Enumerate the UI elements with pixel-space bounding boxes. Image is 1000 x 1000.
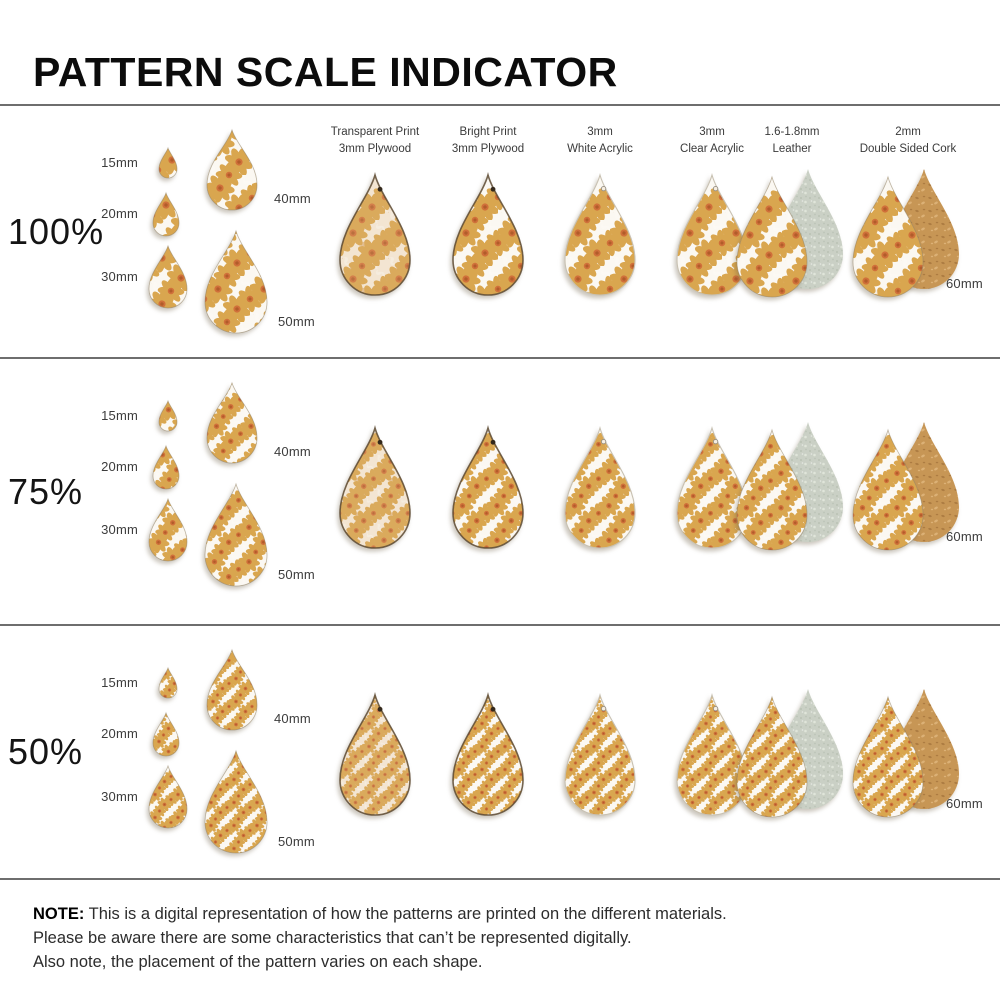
teardrop-15mm — [158, 146, 178, 179]
teardrop-60mm-plywood-bright — [452, 172, 524, 296]
teardrop-60mm-cork-front — [852, 428, 924, 551]
note-line-3: Also note, the placement of the pattern … — [33, 952, 483, 971]
material-header-clear-acrylic: 3mm Clear Acrylic — [680, 126, 744, 155]
size-label-20mm: 20mm — [101, 459, 138, 474]
size-label-60mm: 60mm — [946, 529, 983, 544]
teardrop-60mm-leather-front — [736, 175, 808, 298]
page-title: PATTERN SCALE INDICATOR — [33, 49, 618, 96]
note-line-2: Please be aware there are some character… — [33, 928, 632, 947]
teardrop-60mm-cork-front — [852, 695, 924, 818]
teardrop-60mm-plywood-transparent — [339, 425, 411, 549]
material-header-cork: 2mm Double Sided Cork — [859, 126, 957, 155]
teardrop-60mm-acrylic-white — [564, 172, 636, 296]
size-label-30mm: 30mm — [101, 269, 138, 284]
teardrop-40mm — [206, 128, 258, 211]
teardrop-15mm — [158, 399, 178, 432]
teardrop-30mm — [148, 764, 188, 829]
teardrop-60mm-leather-front — [736, 428, 808, 551]
scale-row-50: 50% 15mm 20mm 30mm 40mm 50mm 60mm — [0, 626, 1000, 878]
size-label-40mm: 40mm — [274, 191, 311, 206]
divider-row1-row2 — [0, 357, 1000, 359]
scale-label-100: 100% — [8, 211, 105, 252]
teardrop-20mm — [152, 711, 180, 757]
size-label-50mm: 50mm — [278, 834, 315, 849]
size-label-20mm: 20mm — [101, 206, 138, 221]
divider-bottom — [0, 878, 1000, 880]
size-label-50mm: 50mm — [278, 567, 315, 582]
scale-label-75: 75% — [8, 470, 84, 512]
teardrop-50mm — [204, 749, 268, 854]
size-label-15mm: 15mm — [101, 675, 138, 690]
teardrop-40mm — [206, 381, 258, 464]
size-label-60mm: 60mm — [946, 276, 983, 291]
teardrop-60mm-leather-front — [736, 695, 808, 818]
teardrop-20mm — [152, 444, 180, 490]
teardrop-60mm-acrylic-clear — [676, 425, 748, 549]
row-artwork-100 — [148, 128, 959, 334]
size-label-40mm: 40mm — [274, 711, 311, 726]
teardrop-60mm-plywood-transparent — [339, 172, 411, 296]
teardrop-50mm — [204, 229, 268, 334]
material-header-white-acrylic: 3mm White Acrylic — [567, 126, 633, 155]
scale-label-50: 50% — [8, 731, 84, 772]
teardrop-60mm-plywood-bright — [452, 425, 524, 549]
note-section: NOTE: This is a digital representation o… — [33, 903, 727, 975]
material-header-transparent-plywood: Transparent Print 3mm Plywood — [330, 126, 420, 155]
size-label-15mm: 15mm — [101, 408, 138, 423]
material-header-leather: 1.6-1.8mm Leather — [764, 126, 820, 155]
note-label: NOTE: — [33, 905, 85, 923]
teardrop-60mm-cork-front — [852, 175, 924, 298]
teardrop-60mm-plywood-transparent — [339, 692, 411, 816]
size-label-50mm: 50mm — [278, 314, 315, 329]
teardrop-15mm — [158, 666, 178, 699]
teardrop-50mm — [204, 482, 268, 587]
teardrop-60mm-acrylic-white — [564, 692, 636, 816]
material-column-headers: Transparent Print 3mm Plywood Bright Prin… — [0, 124, 1000, 164]
teardrop-40mm — [206, 648, 258, 731]
size-label-20mm: 20mm — [101, 726, 138, 741]
note-line-1: NOTE: This is a digital representation o… — [33, 905, 727, 923]
row-artwork-75 — [148, 381, 959, 587]
teardrop-60mm-acrylic-clear — [676, 172, 748, 296]
divider-row2-row3 — [0, 624, 1000, 626]
teardrop-60mm-acrylic-white — [564, 425, 636, 549]
size-label-15mm: 15mm — [101, 155, 138, 170]
teardrop-30mm — [148, 497, 188, 562]
size-label-30mm: 30mm — [101, 522, 138, 537]
row-artwork-50 — [148, 648, 959, 854]
size-label-60mm: 60mm — [946, 796, 983, 811]
teardrop-20mm — [152, 191, 180, 237]
divider-top — [0, 104, 1000, 106]
material-header-bright-plywood: Bright Print 3mm Plywood — [451, 126, 525, 155]
size-label-30mm: 30mm — [101, 789, 138, 804]
teardrop-60mm-acrylic-clear — [676, 692, 748, 816]
teardrop-60mm-plywood-bright — [452, 692, 524, 816]
size-label-40mm: 40mm — [274, 444, 311, 459]
teardrop-30mm — [148, 244, 188, 309]
scale-row-100: 100% 15mm 20mm 30mm 40mm 50mm 60mm — [0, 106, 1000, 358]
scale-row-75: 75% 15mm 20mm 30mm 40mm 50mm 60mm — [0, 359, 1000, 624]
